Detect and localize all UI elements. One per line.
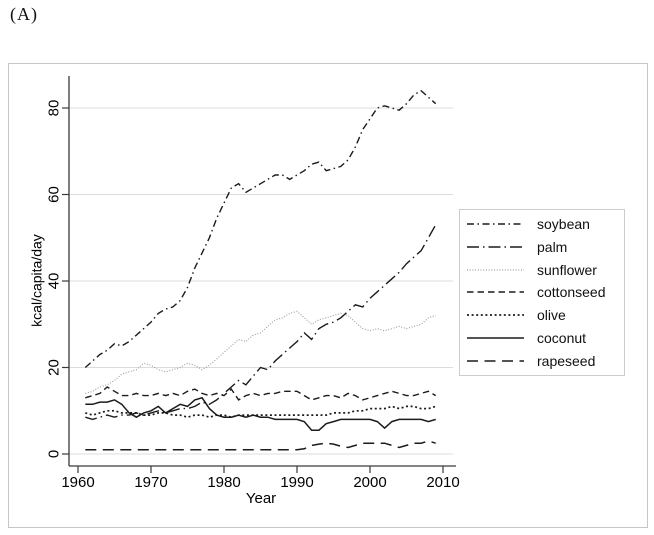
x-tick-label: 1990 — [280, 474, 313, 491]
y-axis-title: kcal/capita/day — [28, 234, 45, 327]
y-tick-label: 80 — [46, 100, 63, 117]
legend-line-sample-cottonseed — [467, 291, 524, 294]
y-tick-label: 60 — [46, 186, 63, 203]
legend-item-sunflower: sunflower — [460, 259, 624, 281]
series-line-sunflower — [85, 310, 436, 394]
legend-item-soybean: soybean — [460, 213, 624, 235]
x-axis-title: Year — [245, 490, 277, 507]
legend-line-sample-soybean — [467, 223, 524, 226]
y-tick-label: 20 — [46, 359, 63, 376]
series-line-coconut — [85, 396, 436, 431]
legend-item-palm: palm — [460, 236, 624, 258]
legend-line-sample-coconut — [467, 337, 524, 339]
x-tick-label: 2010 — [426, 474, 459, 491]
legend-box: soybean palm sunflower cottonseed olive cocon… — [459, 209, 625, 376]
legend-line-sample-rapeseed — [467, 359, 524, 362]
series-line-cottonseed — [85, 386, 437, 401]
x-tick-label: 1980 — [207, 474, 240, 491]
legend-label: rapeseed — [537, 352, 596, 369]
legend-line-sample-palm — [467, 246, 524, 248]
y-tick-label: 40 — [46, 273, 63, 290]
x-tick-label: 1960 — [61, 474, 94, 491]
legend-line-sample-sunflower — [467, 269, 524, 271]
series-line-rapeseed — [85, 440, 436, 451]
chart-figure: 0 20 40 60 80 1960 1970 1980 1990 2000 2010 kcal/c… — [8, 63, 648, 528]
legend-label: cottonseed — [537, 284, 606, 301]
legend-label: sunflower — [537, 261, 597, 278]
legend-label: soybean — [537, 216, 590, 233]
figure-panel-label: (A) — [10, 4, 38, 24]
series-line-palm — [85, 224, 437, 421]
legend-line-sample-olive — [467, 314, 524, 317]
legend-label: palm — [537, 239, 568, 256]
legend-item-rapeseed: rapeseed — [460, 350, 624, 372]
chart-svg: 0 20 40 60 80 1960 1970 1980 1990 2000 2010 — [46, 76, 460, 491]
legend-item-cottonseed: cottonseed — [460, 281, 624, 303]
legend-item-coconut: coconut — [460, 327, 624, 349]
series-line-soybean — [84, 89, 437, 369]
legend-label: olive — [537, 307, 566, 324]
x-tick-label: 1970 — [134, 474, 167, 491]
legend-item-olive: olive — [460, 304, 624, 326]
y-tick-label: 0 — [46, 450, 63, 458]
legend-label: coconut — [537, 329, 587, 346]
series-line-olive — [85, 405, 436, 419]
x-tick-label: 2000 — [353, 474, 386, 491]
